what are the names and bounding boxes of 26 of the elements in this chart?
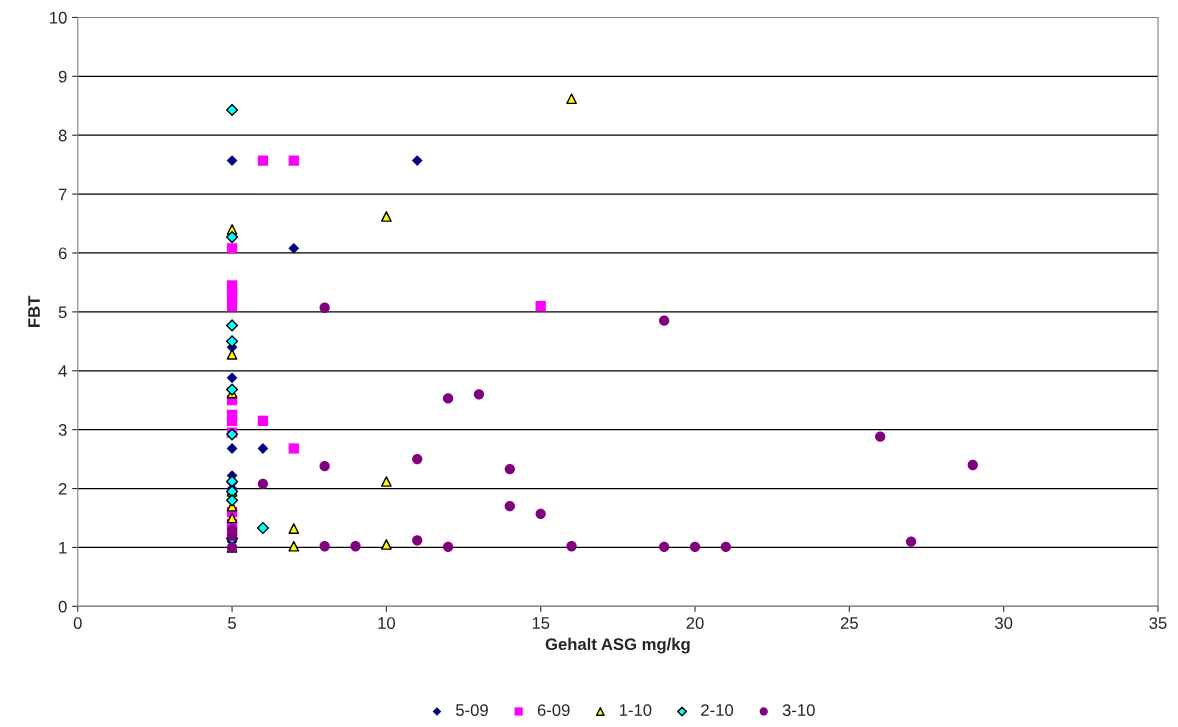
x-tick-label: 15 — [532, 617, 550, 629]
y-tick-label: 5 — [58, 306, 67, 319]
x-tick-label: 5 — [228, 617, 236, 629]
y-tick-label: 4 — [58, 365, 67, 377]
y-tick-label: 7 — [58, 188, 67, 201]
x-tick-label: 20 — [686, 617, 704, 629]
y-tick-label: 1 — [59, 542, 67, 554]
legend-label: 1-10 — [619, 704, 652, 716]
x-tick-label: 0 — [73, 617, 82, 629]
legend-label: 3-10 — [782, 704, 815, 716]
y-axis-title: FBT — [28, 295, 40, 327]
y-tick-label: 2 — [58, 482, 67, 495]
x-tick-label: 35 — [1149, 617, 1167, 629]
x-tick-label: 10 — [378, 617, 395, 629]
x-tick-label: 25 — [840, 617, 858, 629]
y-tick-label: 8 — [58, 129, 67, 142]
legend-label: 6-09 — [537, 704, 570, 716]
legend-label: 2-10 — [701, 704, 734, 716]
y-tick-label: 10 — [50, 11, 67, 24]
y-tick-label: 9 — [58, 70, 67, 83]
y-tick-label: 6 — [58, 247, 67, 260]
x-axis-title: Gehalt ASG mg/kg — [545, 637, 690, 654]
y-tick-label: 0 — [58, 600, 67, 613]
y-tick-label: 3 — [58, 424, 67, 436]
legend-label: 5-09 — [455, 704, 488, 716]
x-tick-label: 30 — [995, 617, 1013, 629]
